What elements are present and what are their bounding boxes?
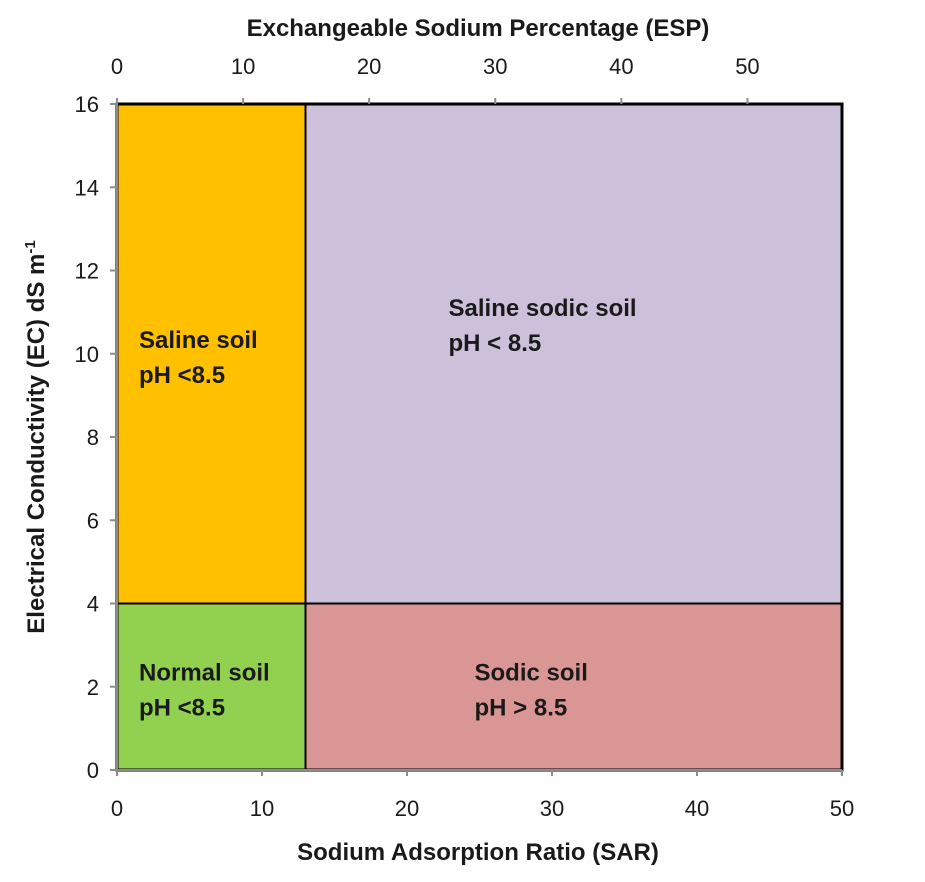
x-tick-label: 50	[830, 796, 854, 821]
region-label-saline-soil: Saline soil	[139, 327, 258, 354]
top-tick-label: 0	[111, 54, 123, 79]
y-tick-label: 4	[87, 592, 99, 617]
y-axis-title: Electrical Conductivity (EC) dS m-1	[22, 240, 50, 633]
top-tick-label: 50	[735, 54, 759, 79]
y-axis-title-superscript: -1	[22, 240, 39, 253]
region-condition-saline-soil: pH <8.5	[139, 362, 225, 389]
y-tick-label: 2	[87, 675, 99, 700]
top-axis-title: Exchangeable Sodium Percentage (ESP)	[247, 15, 710, 42]
y-tick-label: 8	[87, 425, 99, 450]
region-label-normal-soil: Normal soil	[139, 660, 270, 687]
x-tick-label: 20	[395, 796, 419, 821]
y-tick-label: 10	[75, 342, 99, 367]
top-tick-label: 10	[231, 54, 255, 79]
region-label-sodic-soil: Sodic soil	[475, 660, 588, 687]
y-tick-label: 6	[87, 508, 99, 533]
top-tick-label: 30	[483, 54, 507, 79]
region-condition-normal-soil: pH <8.5	[139, 695, 225, 722]
region-condition-saline-sodic-soil: pH < 8.5	[449, 330, 542, 357]
y-tick-label: 12	[75, 259, 99, 284]
x-tick-label: 10	[250, 796, 274, 821]
region-sodic-soil	[304, 602, 843, 771]
x-tick-label: 0	[111, 796, 123, 821]
x-tick-label: 40	[685, 796, 709, 821]
region-saline-soil	[116, 103, 307, 605]
y-tick-label: 0	[87, 758, 99, 783]
y-tick-label: 14	[75, 175, 99, 200]
region-saline-sodic-soil	[304, 103, 843, 605]
y-axis-title-main: Electrical Conductivity (EC) dS m	[23, 254, 50, 634]
region-label-saline-sodic-soil: Saline sodic soil	[449, 295, 637, 322]
region-condition-sodic-soil: pH > 8.5	[475, 695, 568, 722]
x-tick-label: 30	[540, 796, 564, 821]
regions-layer	[116, 103, 843, 771]
top-tick-label: 20	[357, 54, 381, 79]
y-tick-label: 16	[75, 92, 99, 117]
top-tick-label: 40	[609, 54, 633, 79]
ticks-layer: 0 10 20 30 40 50 0 10 20 30 40 50 0 2 4 6 8 10 12 14 16	[75, 54, 855, 821]
region-normal-soil	[116, 602, 307, 771]
x-axis-title: Sodium Adsorption Ratio (SAR)	[297, 839, 659, 866]
region-labels-layer: Saline soil pH <8.5 Saline sodic soil pH < …	[139, 295, 637, 722]
